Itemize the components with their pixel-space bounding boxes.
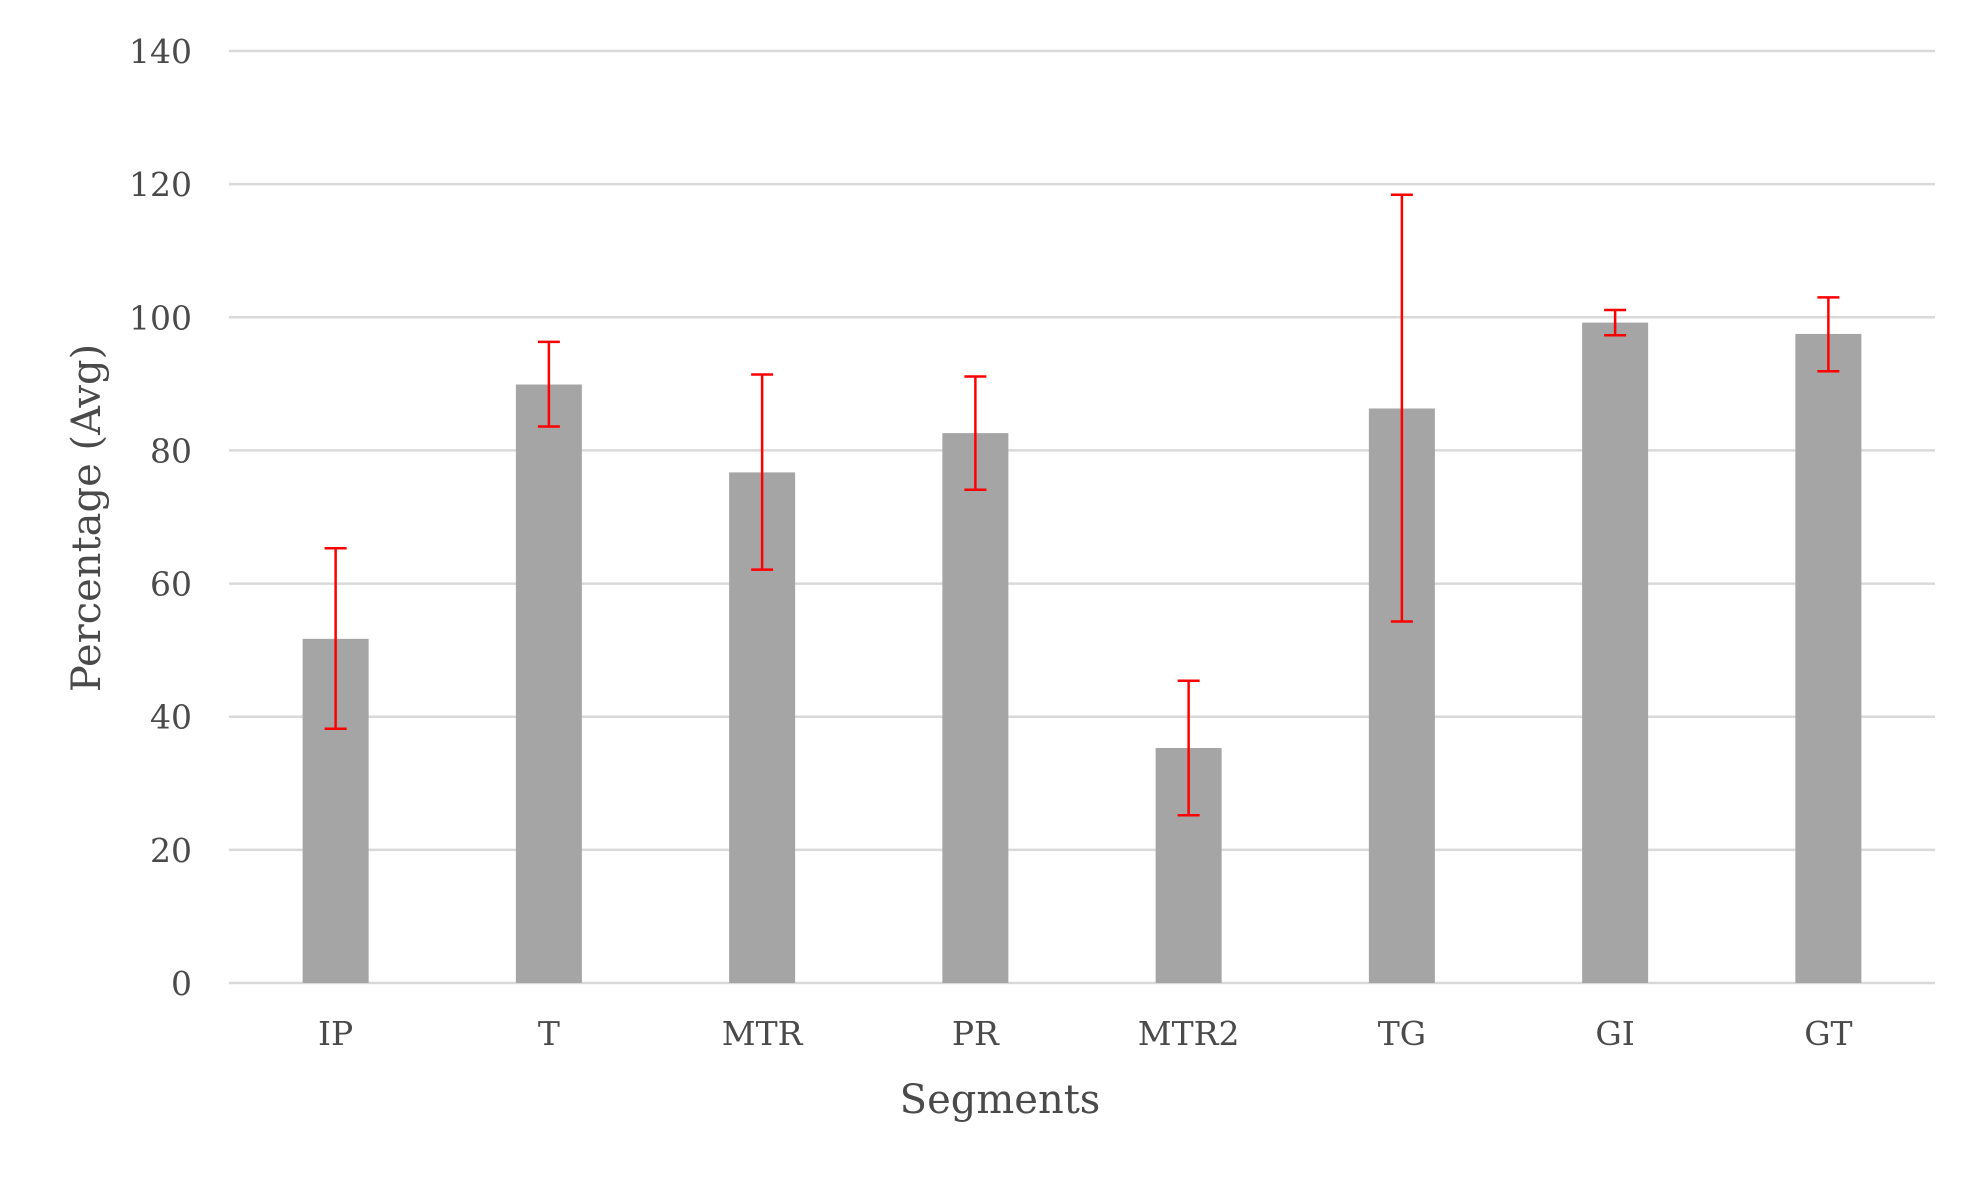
error-bar-gt xyxy=(1817,296,1840,373)
y-tick-label: 0 xyxy=(171,964,192,1003)
y-tick-label: 80 xyxy=(150,431,192,470)
error-bars xyxy=(324,193,1840,817)
bar-gi xyxy=(1582,322,1649,983)
y-tick-label: 100 xyxy=(129,298,192,337)
x-tick-label: PR xyxy=(952,1014,1000,1053)
bar-pr xyxy=(942,433,1009,983)
y-axis-title: Percentage (Avg) xyxy=(64,344,110,692)
x-tick-labels: IP T MTR PR MTR2 TG GI GT xyxy=(318,1014,1853,1053)
error-bar-tg xyxy=(1390,193,1413,623)
bar-gt xyxy=(1795,333,1862,983)
x-tick-label: IP xyxy=(318,1014,353,1053)
y-tick-label: 20 xyxy=(150,831,192,870)
y-tick-label: 40 xyxy=(150,698,192,737)
error-bar-ip xyxy=(324,547,347,730)
error-bar-t xyxy=(537,340,560,428)
bar-t xyxy=(515,384,582,984)
x-tick-label: MTR2 xyxy=(1138,1014,1240,1053)
y-tick-label: 120 xyxy=(129,165,192,204)
y-tick-label: 140 xyxy=(129,32,192,71)
error-bar-mtr xyxy=(751,373,774,571)
x-tick-label: GI xyxy=(1595,1014,1634,1053)
error-bar-gi xyxy=(1604,308,1627,337)
gridlines xyxy=(229,49,1935,985)
x-axis-title: Segments xyxy=(900,1077,1101,1123)
x-tick-label: MTR xyxy=(722,1014,804,1053)
y-tick-labels: 0 20 40 60 80 100 120 140 xyxy=(129,32,192,1003)
x-tick-label: GT xyxy=(1804,1014,1852,1053)
x-tick-label: TG xyxy=(1378,1014,1426,1053)
error-bar-pr xyxy=(964,375,987,491)
bars xyxy=(302,322,1862,984)
error-bar-mtr2 xyxy=(1177,679,1200,817)
y-tick-label: 60 xyxy=(150,565,192,604)
x-tick-label: T xyxy=(538,1014,560,1053)
